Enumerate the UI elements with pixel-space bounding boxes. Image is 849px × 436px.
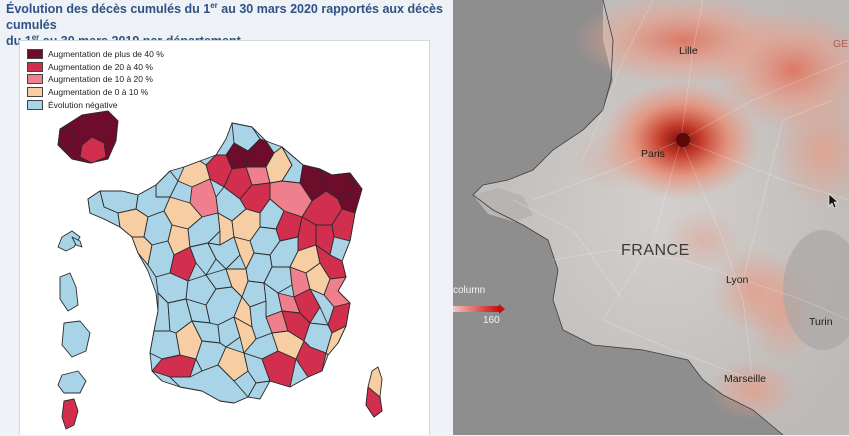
- colorbar-value: 160: [483, 315, 500, 326]
- legend-swatch: [27, 61, 43, 72]
- mouse-cursor-icon: [828, 193, 838, 209]
- legend-item: Évolution négative: [27, 98, 164, 111]
- no2-satellite-map: Lille Paris Lyon Turin Marseille FRANCE …: [453, 0, 849, 435]
- city-label-marseille: Marseille: [724, 373, 767, 385]
- overseas-guadeloupe: [57, 230, 81, 252]
- legend-swatch: [27, 49, 43, 60]
- france-departments-map: [57, 110, 383, 430]
- city-label-turin: Turin: [809, 316, 833, 328]
- map-card: Augmentation de plus de 40 % Augmentatio…: [19, 40, 430, 435]
- deaths-map-panel: Évolution des décès cumulés du 1er au 30…: [6, 1, 443, 435]
- legend-item: Augmentation de 20 à 40 %: [27, 61, 164, 74]
- city-label-lille: Lille: [679, 45, 698, 57]
- colorbar-label: column: [453, 285, 486, 296]
- country-label-france: FRANCE: [621, 242, 690, 259]
- legend-swatch: [27, 74, 43, 85]
- edge-text: GE: [833, 38, 849, 50]
- ile-de-france-inset: [57, 110, 119, 164]
- satellite-map-canvas: [453, 0, 849, 435]
- legend-item: Augmentation de 0 à 10 %: [27, 86, 164, 99]
- overseas-reunion: [57, 370, 87, 394]
- colorbar: [453, 306, 499, 312]
- overseas-guyane: [61, 320, 91, 358]
- legend-item: Augmentation de 10 à 20 %: [27, 73, 164, 86]
- city-label-lyon: Lyon: [726, 274, 749, 286]
- legend-swatch: [27, 87, 43, 98]
- legend-swatch: [27, 99, 43, 110]
- city-label-paris: Paris: [641, 148, 665, 160]
- legend-item: Augmentation de plus de 40 %: [27, 48, 164, 61]
- map-legend: Augmentation de plus de 40 % Augmentatio…: [27, 48, 164, 111]
- overseas-martinique: [59, 272, 79, 312]
- overseas-mayotte: [61, 398, 79, 430]
